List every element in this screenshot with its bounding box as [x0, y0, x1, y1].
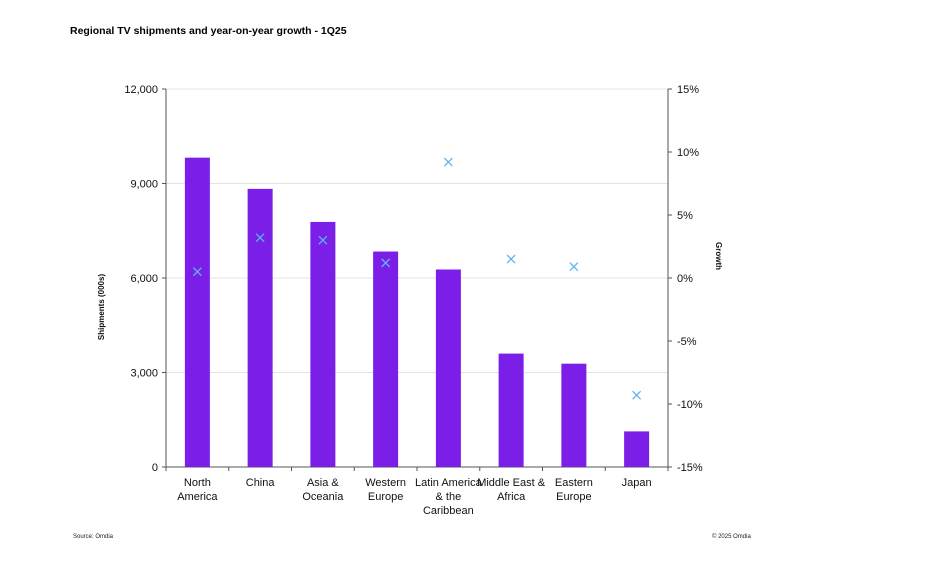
growth-marker-stroke — [255, 233, 265, 243]
chart-title: Regional TV shipments and year-on-year g… — [70, 25, 347, 37]
y2-tick-label: 15% — [677, 84, 699, 96]
y2-tick-label: -5% — [677, 336, 697, 348]
x-category-label-line: Eastern — [555, 477, 593, 489]
x-category-label-line: Asia & — [307, 477, 339, 489]
y2-tick-label: -10% — [677, 399, 703, 411]
bar — [310, 221, 336, 467]
growth-marker-stroke — [443, 157, 453, 167]
x-category-label: Eastern Europe — [555, 477, 593, 503]
growth-marker — [192, 267, 202, 277]
bar — [498, 353, 524, 467]
axis-labels: 0 3,000 6,000 9,000 12,000 -15% -10% -5% 0% 5% 10%… — [124, 84, 703, 517]
x-category-label-line: Japan — [622, 477, 652, 489]
growth-marker-stroke — [506, 254, 516, 264]
x-category-label-line: Latin America — [415, 477, 483, 489]
source-note: Source: Omdia — [73, 534, 114, 540]
growth-series — [192, 157, 642, 400]
growth-marker-stroke — [632, 390, 642, 400]
bar — [435, 269, 461, 467]
bar — [561, 363, 587, 467]
x-category-label: Middle East & Africa — [477, 477, 546, 503]
y2-tick-label: 0% — [677, 273, 693, 285]
y-tick-label: 3,000 — [130, 368, 158, 380]
y-tick-label: 9,000 — [130, 179, 158, 191]
growth-marker — [255, 233, 265, 243]
growth-marker-stroke — [318, 235, 328, 245]
x-category-label-line: America — [177, 491, 218, 503]
growth-marker — [318, 235, 328, 245]
x-category-label-line: & the — [436, 491, 462, 503]
x-category-label: Western Europe — [365, 477, 406, 503]
growth-marker — [632, 390, 642, 400]
x-category-label: Latin America & the Caribbean — [415, 477, 483, 517]
bar — [373, 251, 399, 467]
x-category-label: Japan — [622, 477, 652, 489]
x-category-label-line: Europe — [368, 491, 403, 503]
growth-marker — [506, 254, 516, 264]
growth-marker — [569, 262, 579, 272]
y-tick-label: 0 — [152, 462, 158, 474]
y2-tick-label: -15% — [677, 462, 703, 474]
grid-lines — [166, 88, 668, 373]
bar-series — [184, 157, 650, 468]
growth-marker-stroke — [192, 267, 202, 277]
growth-marker — [381, 258, 391, 268]
y-axis-title: Shipments (000s) — [97, 274, 106, 341]
x-category-label-line: Africa — [497, 491, 526, 503]
x-category-label-line: Middle East & — [477, 477, 546, 489]
y2-tick-label: 10% — [677, 147, 699, 159]
y2-axis-title: Growth — [714, 242, 723, 270]
x-category-label: North America — [177, 477, 218, 503]
bar — [184, 157, 210, 468]
growth-marker-stroke — [569, 262, 579, 272]
x-category-label: China — [246, 477, 276, 489]
x-category-label-line: Caribbean — [423, 505, 474, 517]
bar — [624, 431, 650, 467]
copyright-note: © 2025 Omdia — [712, 533, 751, 540]
x-category-label: Asia & Oceania — [302, 477, 344, 503]
x-category-label-line: China — [246, 477, 276, 489]
x-category-label-line: Europe — [556, 491, 591, 503]
growth-marker-stroke — [381, 258, 391, 268]
x-category-label-line: North — [184, 477, 211, 489]
axes — [162, 88, 672, 471]
growth-marker — [443, 157, 453, 167]
x-category-label-line: Oceania — [302, 491, 344, 503]
y-tick-label: 12,000 — [124, 84, 158, 96]
y2-tick-label: 5% — [677, 210, 693, 222]
x-category-label-line: Western — [365, 477, 406, 489]
bar — [247, 188, 273, 468]
y-tick-label: 6,000 — [130, 273, 158, 285]
